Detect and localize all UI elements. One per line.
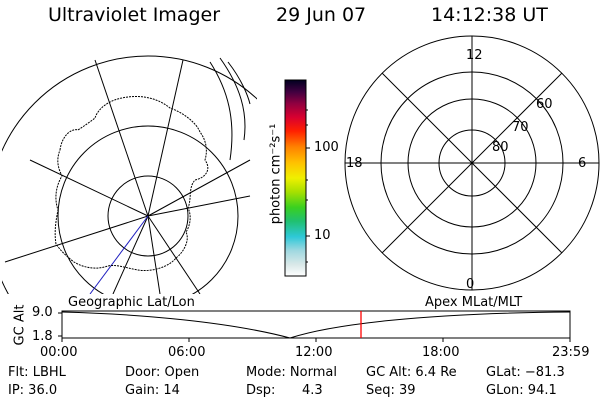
gc-alt-info: GC Alt: 6.4 Re — [366, 365, 457, 380]
timeline-xtick-label: 23:59 — [552, 345, 590, 360]
timeline-ytick-label: 9.0 — [32, 305, 53, 320]
mlat-label-80: 80 — [492, 140, 509, 155]
geo-meridian — [147, 195, 251, 217]
color-bar-tick-label: 100 — [314, 140, 339, 155]
glon-info: GLon: 94.1 — [486, 383, 557, 398]
ip-info: IP: 36.0 — [8, 383, 58, 398]
geo-meridian — [147, 159, 251, 217]
time-label: 14:12:38 UT — [431, 4, 548, 26]
timeline-xtick-label: 00:00 — [40, 345, 78, 360]
mlt-label-18: 18 — [346, 156, 363, 171]
seq-info: Seq: 39 — [366, 383, 416, 398]
timeline-xtick-label: 06:00 — [168, 345, 206, 360]
polar-diagonal — [381, 72, 563, 254]
altitude-curve — [61, 311, 571, 339]
mlat-label-70: 70 — [512, 120, 529, 135]
coastline — [54, 95, 209, 271]
color-bar-tick-label: 10 — [314, 228, 331, 243]
date-label: 29 Jun 07 — [276, 4, 367, 26]
geo-lat-circle-inner — [107, 175, 189, 257]
geo-meridian — [94, 59, 149, 217]
timeline-ytick-label: 1.8 — [32, 329, 53, 344]
polar-plot — [344, 35, 600, 291]
geo-meridian — [112, 215, 149, 294]
timeline-axis-title: GC Alt — [12, 304, 28, 346]
geo-meridian — [29, 159, 149, 217]
mlat-label-60: 60 — [536, 97, 553, 112]
app-title: Ultraviolet Imager — [48, 4, 221, 26]
mlt-label-6: 6 — [578, 156, 587, 171]
timeline-left-label: Geographic Lat/Lon — [68, 295, 195, 310]
timeline-xtick-label: 12:00 — [295, 345, 333, 360]
geo-outer-arc — [227, 61, 251, 105]
door-info: Door: Open — [125, 365, 200, 380]
geographic-map — [2, 55, 257, 294]
color-bar-gradient — [284, 79, 307, 277]
geo-lat-circle-outer — [2, 55, 257, 294]
timeline-xtick-label: 18:00 — [422, 345, 460, 360]
geo-outer-arc — [219, 57, 246, 141]
dsp-label: Dsp: — [246, 383, 276, 398]
timeline-frame — [61, 310, 571, 339]
dsp-value: 4.3 — [302, 383, 323, 398]
geo-lat-circle-middle — [57, 125, 239, 294]
filter-info: Flt: LBHL — [8, 365, 66, 380]
mlt-label-12: 12 — [466, 48, 483, 63]
geo-meridian-highlight — [89, 215, 149, 294]
geo-meridian — [4, 215, 149, 263]
geo-meridian — [147, 215, 161, 294]
color-bar-unit-label: photon cm⁻²s⁻¹ — [268, 123, 284, 225]
glat-info: GLat: −81.3 — [486, 365, 565, 380]
geo-outer-arc — [209, 61, 233, 161]
geo-meridian — [147, 215, 201, 294]
mlt-label-0: 0 — [466, 277, 475, 292]
timeline-right-label: Apex MLat/MLT — [425, 295, 523, 310]
geo-meridian — [147, 59, 184, 217]
color-bar — [284, 79, 310, 277]
mode-info: Mode: Normal — [246, 365, 337, 380]
gain-info: Gain: 14 — [125, 383, 180, 398]
altitude-timeline — [58, 310, 571, 342]
